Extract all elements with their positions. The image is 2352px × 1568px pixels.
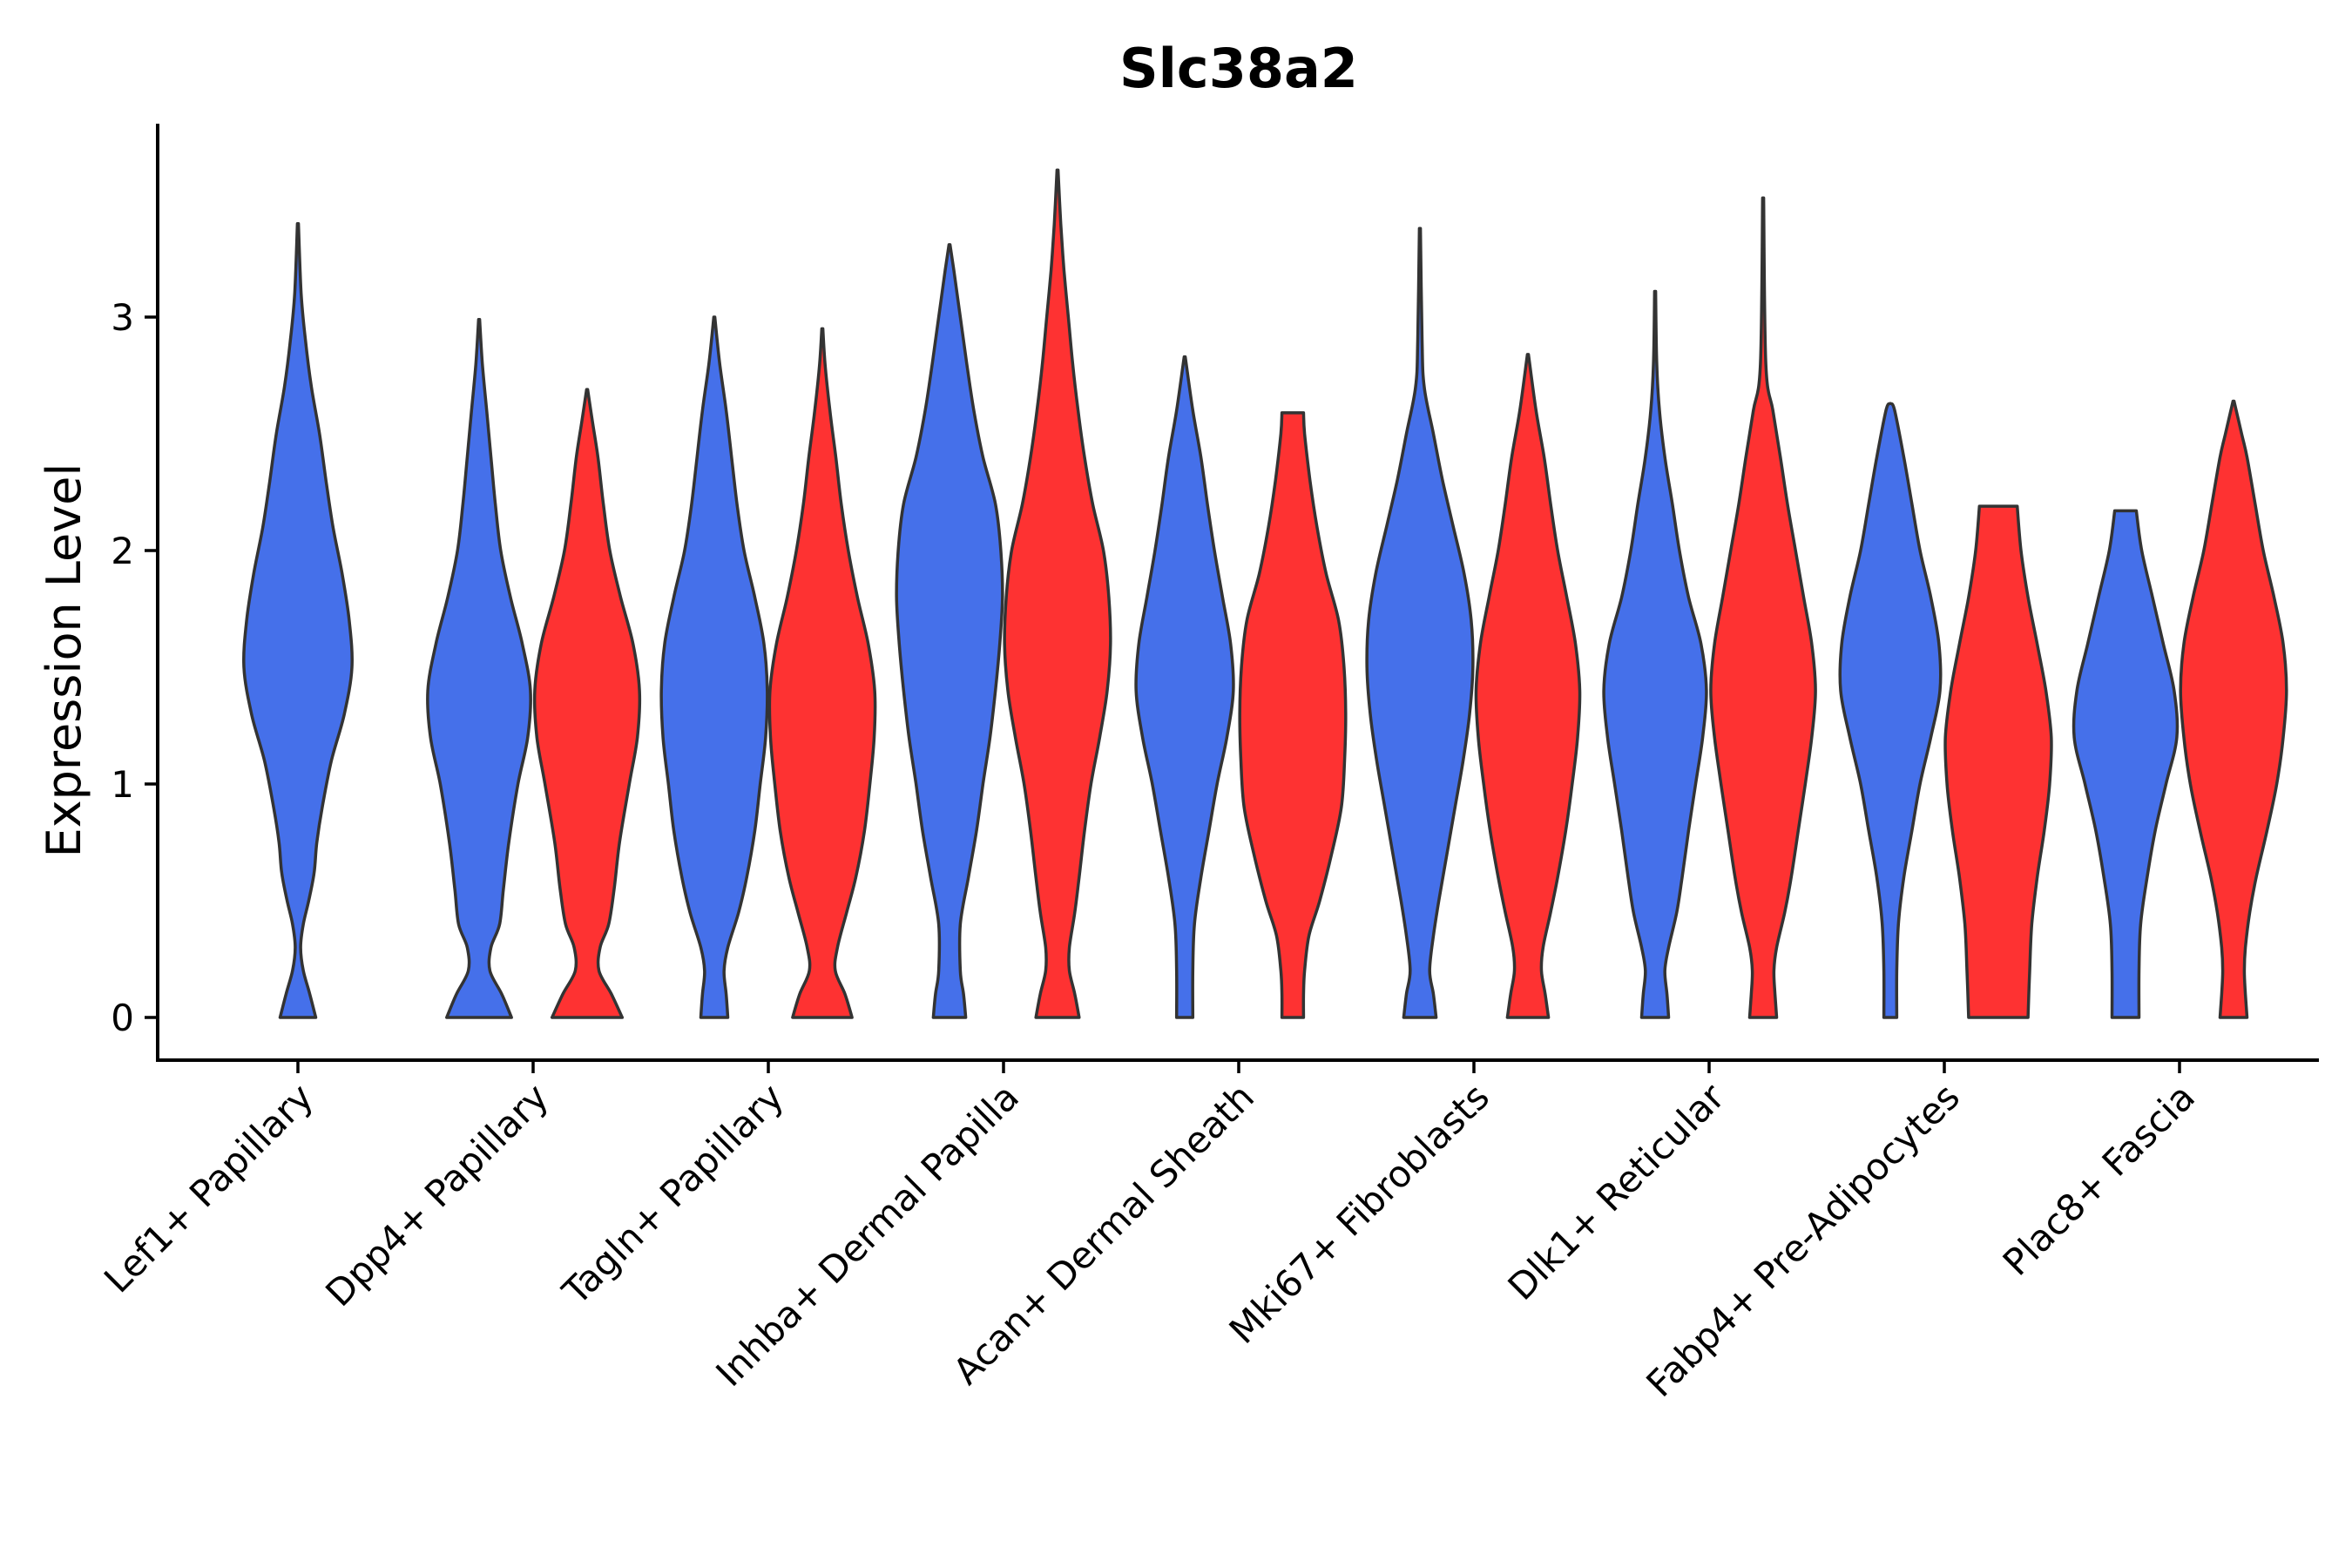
violin-group-b-tagln-papillary: [767, 327, 877, 1019]
y-tick-label: 3: [111, 296, 134, 339]
violin-group-a-dlk1-reticular: [1602, 289, 1708, 1019]
violin-layer: [242, 168, 2288, 1019]
x-tick-label: Tagln+ Papillary: [554, 1075, 792, 1313]
violin-group-a-fabp4-pre-adipocytes: [1838, 402, 1943, 1019]
violin-group-a-plac8-fascia: [2072, 509, 2180, 1019]
x-tick-label: Mki67+ Fibroblasts: [1221, 1075, 1497, 1351]
violin-group-b-acan-dermal-sheath: [1238, 411, 1348, 1019]
y-axis-label: Expression Level: [37, 463, 91, 858]
x-tick-label: Lef1+ Papillary: [96, 1075, 321, 1301]
violin-group-b-dlk1-reticular: [1709, 196, 1817, 1019]
y-tick-label: 1: [111, 763, 134, 806]
chart-title: Slc38a2: [1119, 37, 1358, 100]
violin-group-a-mki67-fibroblasts: [1365, 226, 1475, 1019]
violin-group-a-acan-dermal-sheath: [1134, 355, 1235, 1019]
y-axis-ticks: 0 1 2 3: [111, 296, 158, 1039]
violin-group-a-dpp4-papillary: [426, 317, 532, 1019]
x-tick-label: Plac8+ Fascia: [1995, 1075, 2203, 1283]
x-tick-label: Dpp4+ Papillary: [317, 1075, 557, 1315]
violin-group-a-tagln-papillary: [659, 315, 769, 1019]
violin-group-a-inhba-dermal-papilla: [895, 243, 1004, 1019]
x-tick-label: Dlk1+ Reticular: [1500, 1075, 1734, 1308]
violin-group-b-dpp4-papillary: [532, 388, 642, 1019]
violin-group-b-inhba-dermal-papilla: [1003, 168, 1112, 1019]
violin-group-b-fabp4-pre-adipocytes: [1943, 504, 2053, 1019]
y-tick-label: 2: [111, 530, 134, 572]
violin-group-a-lef1-papillary: [242, 222, 354, 1019]
y-tick-label: 0: [111, 997, 134, 1039]
violin-group-b-plac8-fascia: [2179, 399, 2288, 1019]
violin-group-b-mki67-fibroblasts: [1474, 353, 1582, 1019]
